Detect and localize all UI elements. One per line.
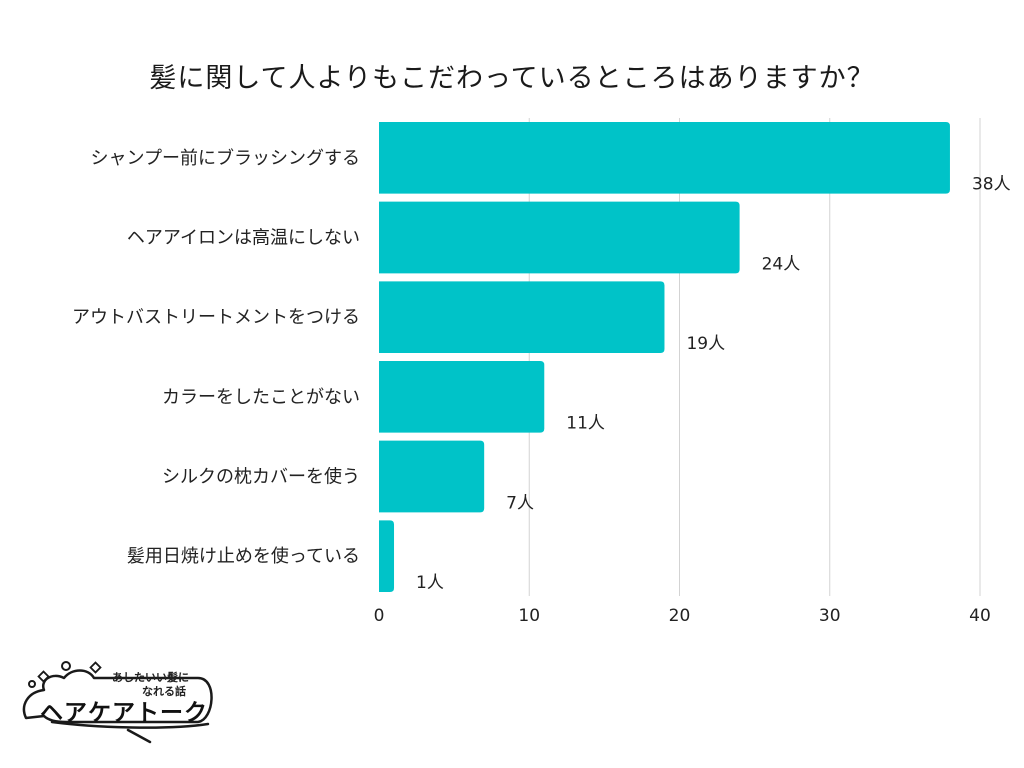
category-label: カラーをしたことがない [162, 387, 360, 408]
x-axis-ticks: 0 10 20 30 40 [374, 606, 991, 626]
bar [379, 360, 545, 433]
category-label: アウトバストリートメントをつける [72, 307, 360, 328]
logo-tagline-2: なれる話 [142, 685, 186, 698]
bar [379, 201, 740, 274]
x-tick-label: 0 [374, 606, 385, 626]
x-tick-label: 30 [819, 606, 841, 626]
value-label: 19人 [686, 334, 725, 354]
bar [379, 281, 665, 354]
logo-name: ヘアケアトーク [40, 700, 208, 726]
category-label: 髪用日焼け止めを使っている [127, 545, 360, 567]
grid-lines [528, 118, 981, 596]
x-tick-label: 10 [518, 606, 540, 626]
x-tick-label: 40 [969, 606, 991, 626]
brand-logo: あしたいい髪に なれる話 ヘアケアトーク [18, 650, 228, 750]
category-label: シルクの枕カバーを使う [162, 467, 360, 488]
value-label: 38人 [972, 175, 1011, 195]
bar-chart: シャンプー前にブラッシングするヘアアイロンは高温にしないアウトバストリートメント… [72, 118, 1011, 626]
bar [379, 121, 950, 194]
category-label: ヘアアイロンは高温にしない [127, 228, 360, 249]
chart-title: 髪に関して人よりもこだわっているところはありますか？ [149, 63, 875, 94]
bar [379, 440, 485, 513]
category-label: シャンプー前にブラッシングする [91, 147, 360, 169]
x-tick-label: 20 [669, 606, 691, 626]
value-label: 24人 [762, 254, 801, 274]
logo-tagline-1: あしたいい髪に [112, 671, 189, 684]
value-label: 11人 [566, 414, 605, 434]
category-labels: シャンプー前にブラッシングするヘアアイロンは高温にしないアウトバストリートメント… [72, 147, 360, 567]
logo-speech-bubble-icon [22, 661, 213, 744]
bars [379, 121, 950, 593]
value-label: 7人 [506, 493, 534, 513]
value-labels: 38人 24人 19人 11人 7人 1人 [416, 175, 1011, 593]
value-label: 1人 [416, 573, 444, 593]
bar [379, 520, 395, 593]
